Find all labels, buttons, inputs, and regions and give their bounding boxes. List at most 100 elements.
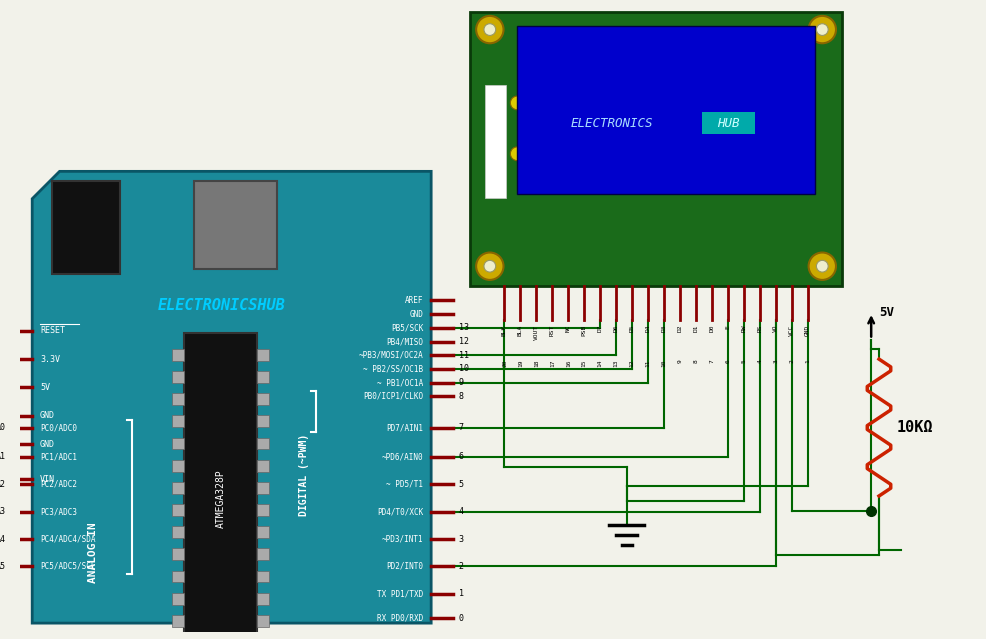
Text: D0: D0 xyxy=(709,325,715,332)
Text: PC2/ADC2: PC2/ADC2 xyxy=(40,480,77,489)
Text: ~PB3/MOSI/OC2A: ~PB3/MOSI/OC2A xyxy=(359,351,423,360)
Text: 11: 11 xyxy=(458,351,468,360)
Text: ~ PD5/T1: ~ PD5/T1 xyxy=(387,480,423,489)
Bar xyxy=(172,349,183,361)
Text: GND: GND xyxy=(40,412,55,420)
Text: RS: RS xyxy=(757,325,762,332)
Text: 16: 16 xyxy=(566,359,571,367)
Text: ANALOG IN: ANALOG IN xyxy=(88,522,98,583)
Bar xyxy=(257,415,269,427)
Bar xyxy=(702,112,755,134)
Polygon shape xyxy=(33,171,431,623)
Text: 6: 6 xyxy=(458,452,463,461)
Text: ~PD6/AIN0: ~PD6/AIN0 xyxy=(382,452,423,461)
Text: ELECTRONICS: ELECTRONICS xyxy=(571,117,654,130)
Circle shape xyxy=(816,260,828,272)
Text: AREF: AREF xyxy=(405,296,423,305)
Circle shape xyxy=(484,24,496,35)
Bar xyxy=(257,615,269,627)
Text: 13: 13 xyxy=(613,359,618,367)
Text: 2: 2 xyxy=(789,359,794,363)
Bar xyxy=(172,415,183,427)
Text: ~ PB1/OC1A: ~ PB1/OC1A xyxy=(377,378,423,387)
Bar xyxy=(470,12,842,286)
Text: ~PD3/INT1: ~PD3/INT1 xyxy=(382,534,423,544)
Text: VCC: VCC xyxy=(789,325,794,336)
Text: BLA: BLA xyxy=(518,325,523,336)
Text: RESET: RESET xyxy=(40,327,65,335)
Text: TX PD1/TXD: TX PD1/TXD xyxy=(377,589,423,598)
Text: 0: 0 xyxy=(458,613,463,623)
Circle shape xyxy=(816,24,828,35)
Text: ~ PB2/SS/OC1B: ~ PB2/SS/OC1B xyxy=(363,364,423,373)
Text: A3: A3 xyxy=(0,507,6,516)
Text: 6: 6 xyxy=(726,359,731,363)
Circle shape xyxy=(809,252,836,280)
Bar xyxy=(518,26,815,194)
Bar xyxy=(172,371,183,383)
Text: 4: 4 xyxy=(757,359,762,363)
Circle shape xyxy=(511,96,524,110)
Bar xyxy=(257,371,269,383)
Text: 3.3V: 3.3V xyxy=(40,355,60,364)
Circle shape xyxy=(476,252,504,280)
Text: 5: 5 xyxy=(741,359,746,363)
Text: A2: A2 xyxy=(0,480,6,489)
Text: 1: 1 xyxy=(806,359,810,363)
Text: 5V: 5V xyxy=(40,383,50,392)
Bar xyxy=(172,637,183,639)
Bar xyxy=(172,593,183,604)
Text: PD7/AIN1: PD7/AIN1 xyxy=(387,423,423,432)
Text: PD2/INT0: PD2/INT0 xyxy=(387,562,423,571)
Bar xyxy=(257,593,269,604)
Text: 3: 3 xyxy=(773,359,778,363)
Bar xyxy=(172,460,183,472)
Bar xyxy=(257,438,269,449)
Bar xyxy=(183,333,257,639)
Text: PD4/T0/XCK: PD4/T0/XCK xyxy=(377,507,423,516)
Text: 20: 20 xyxy=(502,359,507,367)
Bar xyxy=(193,181,277,269)
Text: 10: 10 xyxy=(662,359,667,367)
Bar xyxy=(172,504,183,516)
Text: 8: 8 xyxy=(458,392,463,401)
Text: VIN: VIN xyxy=(40,475,55,484)
Bar xyxy=(172,438,183,449)
Bar xyxy=(257,394,269,405)
Text: HUB: HUB xyxy=(718,117,740,130)
Bar xyxy=(257,504,269,516)
Text: D4: D4 xyxy=(646,325,651,332)
Text: 11: 11 xyxy=(646,359,651,367)
Text: BLK: BLK xyxy=(502,325,507,336)
Circle shape xyxy=(484,260,496,272)
Text: RST: RST xyxy=(550,325,555,336)
Text: 19: 19 xyxy=(518,359,523,367)
Text: 18: 18 xyxy=(533,359,539,367)
Text: PC4/ADC4/SDA: PC4/ADC4/SDA xyxy=(40,534,96,544)
Text: PC0/ADC0: PC0/ADC0 xyxy=(40,423,77,432)
Bar xyxy=(257,527,269,538)
Bar xyxy=(172,571,183,582)
Text: E: E xyxy=(726,325,731,328)
Text: D7: D7 xyxy=(598,325,602,332)
Text: ATMEGA328P: ATMEGA328P xyxy=(215,470,226,528)
Text: PB5/SCK: PB5/SCK xyxy=(391,323,423,332)
Text: ELECTRONICSHUB: ELECTRONICSHUB xyxy=(158,298,285,313)
Text: 5V: 5V xyxy=(879,305,894,319)
Text: 17: 17 xyxy=(550,359,555,367)
Bar xyxy=(172,615,183,627)
Text: GND: GND xyxy=(40,440,55,449)
Text: PB4/MISO: PB4/MISO xyxy=(387,337,423,346)
Text: VO: VO xyxy=(773,325,778,332)
Text: 13: 13 xyxy=(458,323,468,332)
Bar xyxy=(257,571,269,582)
Bar xyxy=(172,482,183,494)
Circle shape xyxy=(511,147,524,160)
Circle shape xyxy=(809,16,836,43)
Text: NC: NC xyxy=(566,325,571,332)
Text: 10KΩ: 10KΩ xyxy=(896,420,933,435)
Text: 15: 15 xyxy=(582,359,587,367)
Bar xyxy=(257,637,269,639)
Text: GND: GND xyxy=(409,310,423,319)
Bar xyxy=(257,482,269,494)
